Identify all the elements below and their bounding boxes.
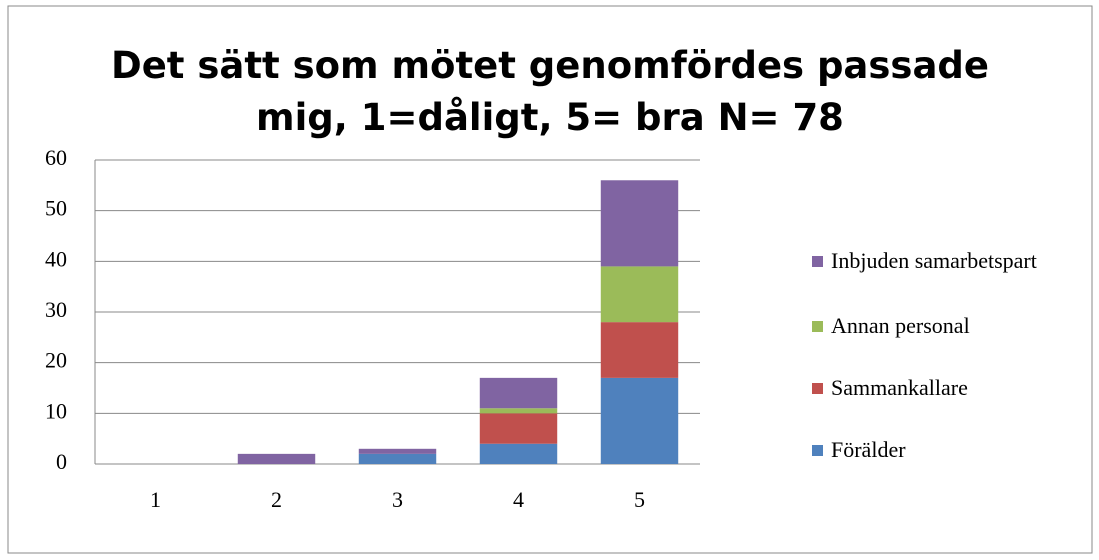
bar-segment [237,453,316,464]
legend-swatch [812,445,823,456]
x-tick-label: 1 [150,487,161,512]
bar-segment [479,443,558,464]
legend-swatch [812,383,823,394]
bar-segment [600,266,679,323]
legend-entry: Inbjuden samarbetspart [812,245,1042,277]
bar-segment [479,408,558,414]
bar-segment [600,377,679,464]
x-tick-label: 5 [634,487,645,512]
x-tick-label: 2 [271,487,282,512]
y-tick-label: 30 [45,297,67,322]
y-tick-label: 0 [56,449,67,474]
bar-segment [479,377,558,409]
legend-label: Sammankallare [831,375,968,400]
legend-label: Förälder [831,437,906,462]
x-tick-label: 3 [392,487,403,512]
y-tick-label: 60 [45,145,67,170]
legend-entry: Förälder [812,434,1042,466]
legend-swatch [812,321,823,332]
legend-entry: Annan personal [812,310,1042,342]
y-tick-label: 20 [45,348,67,373]
bar-segment [358,448,437,454]
y-tick-label: 40 [45,246,67,271]
y-tick-label: 50 [45,196,67,221]
bar-segment [479,413,558,444]
frame [7,5,1093,554]
bar-segment [600,180,679,267]
legend-swatch [812,256,823,267]
chart-title: Det sätt som mötet genomfördes passade m… [110,44,989,139]
legend-label: Inbjuden samarbetspart [831,248,1037,273]
bar-segment [358,453,437,464]
legend-entry: Sammankallare [812,372,1042,404]
x-tick-label: 4 [513,487,524,512]
legend-label: Annan personal [831,313,970,338]
y-tick-label: 10 [45,398,67,423]
bar-segment [600,322,679,378]
